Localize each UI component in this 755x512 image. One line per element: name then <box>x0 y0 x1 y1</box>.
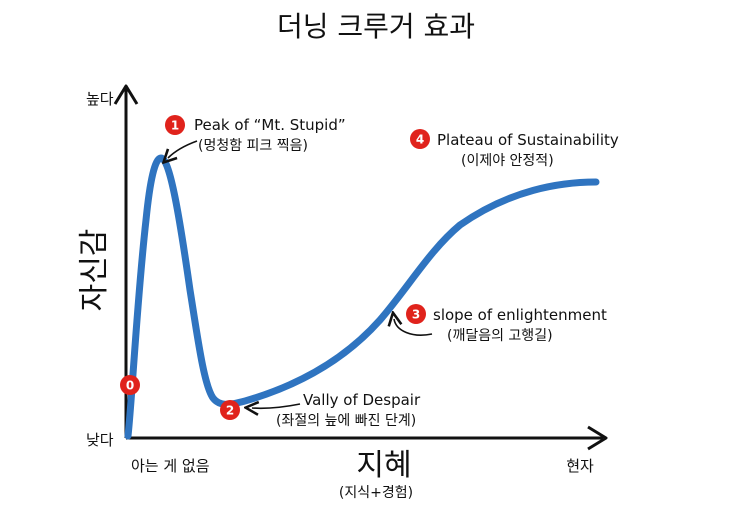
x-axis-arrowhead <box>587 425 608 451</box>
badge-3 <box>406 304 426 324</box>
x-axis-subtitle: (지식+경험) <box>339 485 413 501</box>
slope-label: slope of enlightenment <box>433 306 607 324</box>
badge-2 <box>220 400 240 420</box>
x-axis-title: 지혜 <box>356 448 411 483</box>
badge-0-number: 0 <box>126 379 134 393</box>
dunning-kruger-curve <box>124 154 600 440</box>
valley-pointer-arrow <box>252 404 301 408</box>
badge-1 <box>165 115 185 135</box>
peak-label: Peak of “Mt. Stupid” <box>194 116 346 134</box>
badge-0: 0 <box>120 375 140 395</box>
badge-3-number: 3 <box>412 308 420 322</box>
plateau-sublabel: (이제야 안정적) <box>461 153 554 169</box>
annotation-valley: 2 Vally of Despair (좌절의 늪에 빠진 단계) <box>220 391 421 429</box>
plateau-label: Plateau of Sustainability <box>437 131 619 149</box>
y-axis-title: 자신감 <box>77 229 112 312</box>
peak-pointer-arrow <box>168 140 198 158</box>
badge-4-number: 4 <box>416 133 424 147</box>
annotation-slope: 3 slope of enlightenment (깨달음의 고행길) <box>406 304 607 344</box>
annotation-peak: 1 Peak of “Mt. Stupid” (멍청함 피크 찍음) <box>165 115 346 154</box>
slope-pointer-arrow <box>394 319 433 336</box>
y-axis-arrowhead <box>113 84 139 105</box>
slope-sublabel: (깨달음의 고행길) <box>447 328 553 344</box>
diagram-title: 더닝 크루거 효과 <box>277 10 475 43</box>
x-axis-start-label: 아는 게 없음 <box>131 457 210 475</box>
badge-4 <box>410 129 430 149</box>
y-axis-high-label: 높다 <box>86 90 114 108</box>
annotation-plateau: 4 Plateau of Sustainability (이제야 안정적) <box>410 129 619 169</box>
badge-1-number: 1 <box>171 119 179 133</box>
valley-label: Vally of Despair <box>303 391 421 409</box>
valley-sublabel: (좌절의 늪에 빠진 단계) <box>276 413 416 429</box>
peak-sublabel: (멍청함 피크 찍음) <box>198 138 308 154</box>
y-axis-low-label: 낮다 <box>86 431 114 449</box>
badge-2-number: 2 <box>226 404 234 418</box>
x-axis-end-label: 현자 <box>566 457 594 475</box>
